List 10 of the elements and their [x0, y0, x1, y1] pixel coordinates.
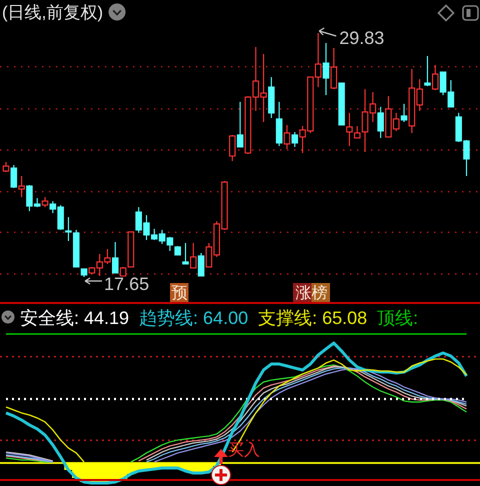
tag-text: 预: [171, 285, 188, 302]
tag-text: 涨榜: [296, 285, 328, 302]
legend-item: 支撑线: 65.08: [258, 308, 368, 328]
legend-item: 顶线:: [377, 308, 418, 328]
annotation-text: 买入: [228, 442, 260, 459]
legend-item: 安全线: 44.19: [20, 308, 130, 328]
annotation-text: 17.65: [104, 274, 150, 294]
legend-item: 趋势线: 64.00: [139, 308, 248, 328]
title: (日线,前复权): [2, 3, 104, 22]
annotation-text: 29.83: [339, 28, 384, 48]
